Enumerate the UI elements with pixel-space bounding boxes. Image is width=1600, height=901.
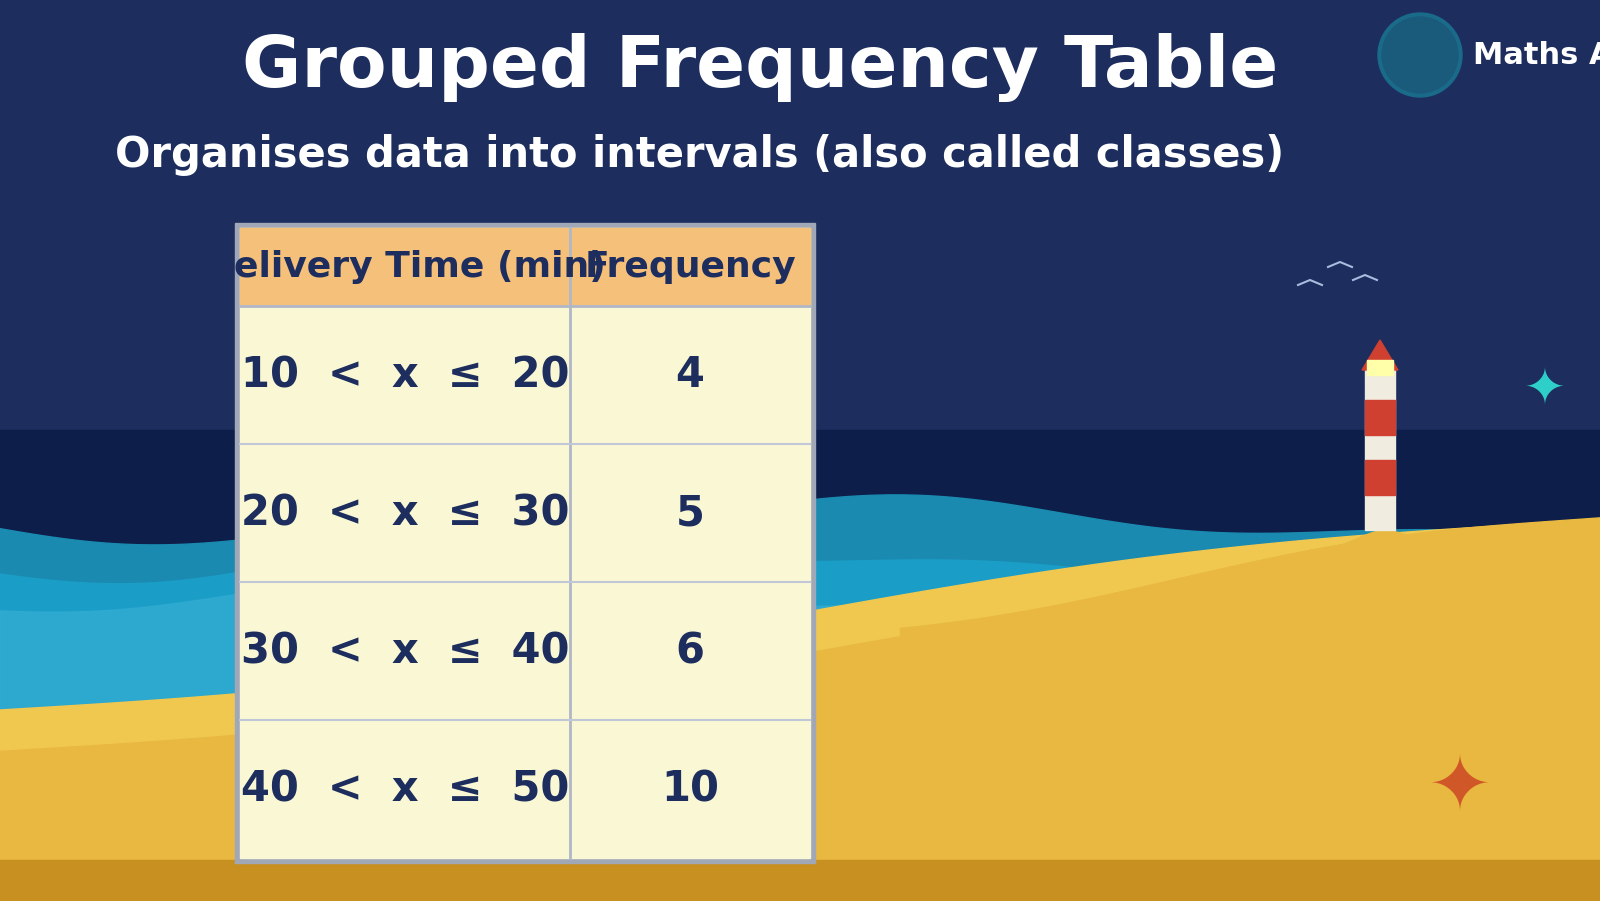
Bar xyxy=(1365,400,1395,435)
Bar xyxy=(1365,370,1395,530)
Circle shape xyxy=(1378,13,1462,97)
Polygon shape xyxy=(1362,340,1398,370)
Text: 4: 4 xyxy=(675,354,704,396)
Bar xyxy=(240,228,810,858)
Bar xyxy=(235,223,814,863)
Text: Delivery Time (min): Delivery Time (min) xyxy=(205,250,606,284)
Text: 10: 10 xyxy=(661,768,718,810)
Circle shape xyxy=(1382,17,1458,93)
Bar xyxy=(240,228,810,306)
Text: 30  <  x  ≤  40: 30 < x ≤ 40 xyxy=(240,630,570,672)
Text: 6: 6 xyxy=(675,630,704,672)
Text: Grouped Frequency Table: Grouped Frequency Table xyxy=(242,33,1278,103)
Text: Organises data into intervals (also called classes): Organises data into intervals (also call… xyxy=(115,134,1285,176)
Bar xyxy=(0,430,1600,901)
Text: 20  <  x  ≤  30: 20 < x ≤ 30 xyxy=(240,492,570,534)
Text: 10  <  x  ≤  20: 10 < x ≤ 20 xyxy=(240,354,570,396)
Text: Frequency: Frequency xyxy=(584,250,795,284)
Text: 40  <  x  ≤  50: 40 < x ≤ 50 xyxy=(242,768,570,810)
Text: ✦: ✦ xyxy=(1429,753,1491,827)
Text: Maths Angel: Maths Angel xyxy=(1474,41,1600,69)
Bar xyxy=(1365,460,1395,495)
Text: ✦: ✦ xyxy=(1525,366,1566,414)
Text: 5: 5 xyxy=(675,492,704,534)
Bar xyxy=(1366,360,1394,375)
